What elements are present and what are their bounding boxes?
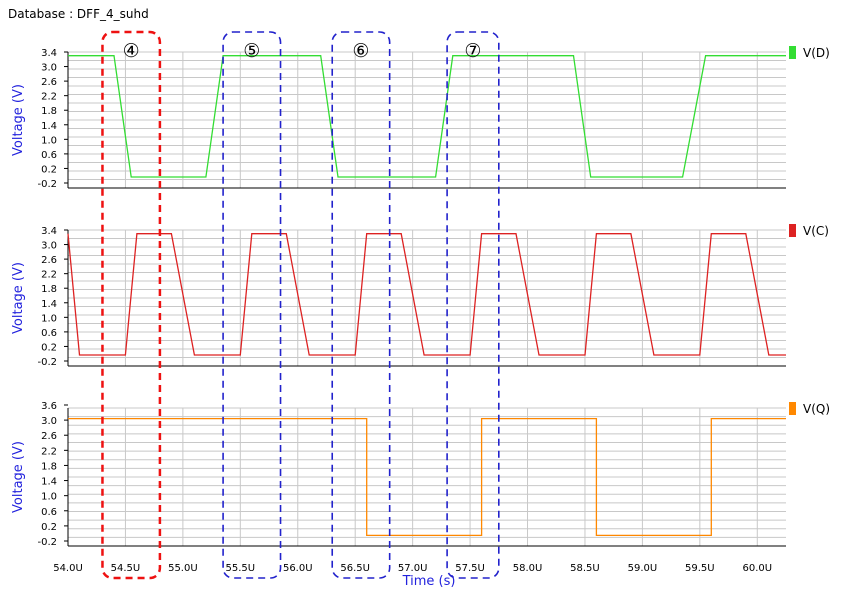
y-tick-label: 3.0 — [41, 416, 57, 427]
y-tick-label: 0.6 — [41, 507, 57, 518]
y-tick-label: 1.8 — [41, 284, 57, 295]
y-tick-label: 2.2 — [41, 92, 57, 103]
legend-label: V(C) — [803, 224, 829, 238]
legend-label: V(D) — [803, 46, 830, 60]
y-tick-label: 3.4 — [41, 48, 57, 59]
highlight-box — [446, 31, 500, 579]
y-tick-label: 1.8 — [41, 461, 57, 472]
y-tick-label: 1.0 — [41, 492, 57, 503]
x-tick-label: 55.0U — [168, 563, 198, 574]
x-tick-label: 58.5U — [570, 563, 600, 574]
y-tick-label: 1.4 — [41, 477, 57, 488]
y-tick-label: 1.0 — [41, 135, 57, 146]
y-axis-label: Voltage (V) — [11, 84, 26, 156]
x-tick-label: 56.5U — [340, 563, 370, 574]
y-tick-label: -0.2 — [37, 537, 57, 548]
step-marker-label: ⑤ — [243, 40, 260, 62]
y-tick-label: 0.2 — [41, 522, 57, 533]
highlight-boxes: ④ ⑤ ⑥ ⑦ — [101, 30, 500, 580]
y-tick-label: 0.2 — [41, 342, 57, 353]
y-tick-label: 2.6 — [41, 255, 57, 266]
legend-swatch — [789, 224, 796, 237]
y-axis-label: Voltage (V) — [11, 262, 26, 334]
y-tick-label: 2.2 — [41, 270, 57, 281]
legend-label: V(Q) — [803, 402, 830, 416]
y-tick-label: -0.2 — [37, 179, 57, 190]
series-line-V(Q) — [68, 417, 786, 537]
y-tick-label: 1.0 — [41, 313, 57, 324]
x-tick-label: 57.5U — [455, 563, 485, 574]
x-tick-label: 58.0U — [513, 563, 543, 574]
legend-swatch — [789, 46, 796, 59]
plot-panels: 3.4 3.0 2.6 2.2 1.8 1.4 1.0 0.6 0.2 -0.2 Voltage (… — [11, 46, 830, 574]
y-tick-label: 1.4 — [41, 299, 57, 310]
y-tick-label: 2.6 — [41, 77, 57, 88]
x-tick-label: 60.0U — [742, 563, 772, 574]
y-tick-label: 0.6 — [41, 328, 57, 339]
panel-3: 3.6 3.0 2.6 2.2 1.8 1.4 1.0 0.6 0.2 -0.2 Voltage (… — [11, 401, 830, 548]
x-tick-label: 59.5U — [685, 563, 715, 574]
y-tick-label: 1.4 — [41, 121, 57, 132]
x-ticks: 54.0U 54.5U 55.0U 55.5U 56.0U 56.5U 57.0U 57.5U… — [53, 563, 772, 574]
series-line-V(D) — [68, 55, 786, 178]
x-tick-label: 57.0U — [398, 563, 428, 574]
y-tick-label: 1.8 — [41, 106, 57, 117]
x-tick-label: 55.5U — [226, 563, 256, 574]
y-tick-label: 2.2 — [41, 446, 57, 457]
y-tick-label: 3.0 — [41, 63, 57, 74]
y-tick-label: 0.6 — [41, 150, 57, 161]
x-tick-label: 59.0U — [628, 563, 658, 574]
database-title: Database : DFF_4_suhd — [8, 7, 149, 21]
highlight-box — [101, 30, 162, 580]
series-line-V(C) — [67, 233, 786, 356]
y-axis-label: Voltage (V) — [11, 441, 26, 513]
x-tick-label: 54.0U — [53, 563, 83, 574]
y-tick-label: 3.4 — [41, 226, 57, 237]
x-tick-label: 54.5U — [111, 563, 141, 574]
y-tick-label: 0.2 — [41, 164, 57, 175]
x-tick-label: 56.0U — [283, 563, 313, 574]
x-axis-label: Time (s) — [402, 574, 456, 589]
panel-1: 3.4 3.0 2.6 2.2 1.8 1.4 1.0 0.6 0.2 -0.2 Voltage (… — [11, 46, 830, 190]
panel-2: 3.4 3.0 2.6 2.2 1.8 1.4 1.0 0.6 0.2 -0.2 Voltage (… — [11, 224, 829, 368]
step-marker-label: ④ — [123, 40, 140, 62]
highlight-box — [331, 31, 391, 579]
highlight-box — [222, 31, 282, 579]
y-tick-label: -0.2 — [37, 357, 57, 368]
y-tick-label: 3.0 — [41, 241, 57, 252]
y-tick-label: 2.6 — [41, 431, 57, 442]
y-tick-label: 3.6 — [41, 401, 57, 412]
legend-swatch — [789, 402, 796, 415]
step-marker-label: ⑦ — [464, 40, 481, 62]
step-marker-label: ⑥ — [352, 40, 369, 62]
